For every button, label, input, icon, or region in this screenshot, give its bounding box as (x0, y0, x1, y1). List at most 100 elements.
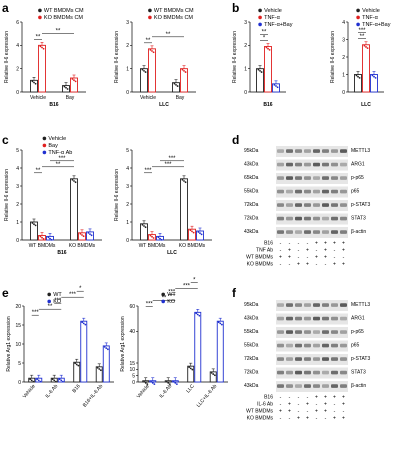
data-point (141, 68, 144, 71)
data-point (357, 75, 359, 78)
blot-band (304, 330, 311, 334)
data-point (84, 323, 87, 326)
blot-protein-label: METTL3 (351, 148, 370, 154)
blot-band (295, 343, 302, 348)
panel-label-d: d (232, 133, 239, 147)
blot-band (313, 357, 320, 361)
data-point (31, 80, 34, 83)
blot-condition-label: IL-6 Ab (257, 402, 273, 408)
y-tick-label: 0 (18, 380, 21, 386)
data-point (157, 236, 160, 239)
legend-label: TNF-α+Bay (362, 22, 391, 28)
blot-band (304, 343, 311, 348)
data-point (152, 51, 155, 54)
data-point (191, 230, 193, 233)
blot-band (304, 203, 311, 207)
x-tick-label: Vehicle (22, 383, 37, 399)
x-tick-label: B16+IL-6 Ab (82, 383, 105, 408)
bar-tnf- (264, 46, 272, 93)
blot-band (277, 189, 284, 194)
data-point (87, 232, 90, 234)
blot-condition-mark: + (279, 255, 282, 261)
blot-band (331, 384, 338, 388)
blot-band (277, 203, 284, 207)
blot-kda-label: 55kDa (244, 189, 259, 195)
blot-condition-mark: - (307, 255, 309, 261)
blot-band (277, 330, 284, 334)
legend-marker (42, 150, 47, 155)
blot-condition-label: WT BMDMs (246, 255, 273, 261)
blot-condition-mark: + (306, 248, 309, 254)
legend-marker (356, 8, 360, 13)
blot-condition-mark: + (324, 255, 327, 261)
data-point (355, 74, 358, 77)
legend-marker (148, 15, 152, 20)
y-axis-label: Relative Il-6 expression (114, 31, 120, 83)
panel-label-e: e (2, 286, 9, 300)
significance-label: ** (360, 34, 365, 40)
y-tick-label: 1 (244, 66, 247, 72)
data-point (73, 180, 75, 182)
chart-bottom-label: LLC (361, 102, 371, 108)
blot-condition-mark: + (324, 241, 327, 247)
legend-marker (356, 22, 360, 27)
blot-band (322, 343, 329, 348)
blot-band (340, 203, 347, 207)
data-point (199, 232, 201, 235)
y-axis-label: Relative Arg1 expression (120, 316, 126, 372)
blot-condition-mark: + (297, 416, 300, 422)
blot-condition-mark: + (297, 262, 300, 268)
data-point (168, 383, 171, 386)
blot-strip (276, 340, 348, 352)
chart-b1: 0 1 2 3 Relative Il-6 expression B16 *** Vehicl… (232, 8, 293, 108)
data-point (71, 178, 74, 181)
significance-label: *** (168, 156, 176, 162)
y-tick-label: 3 (244, 20, 247, 26)
blot-kda-label: 43kDa (244, 229, 259, 235)
blot-band (286, 303, 293, 307)
legend-label: KO (167, 299, 176, 305)
bar-ko-bmdms-cm (38, 44, 46, 93)
x-tick-label: WT BMDMs (139, 243, 166, 249)
blot-condition-mark: - (289, 395, 291, 401)
bar-vehicle (180, 178, 188, 241)
blot-band (286, 162, 293, 167)
data-point (275, 85, 277, 87)
blot-band (322, 357, 329, 361)
blot-band (322, 230, 329, 234)
blot-band (322, 303, 329, 307)
data-point (174, 382, 177, 384)
legend-marker (356, 15, 360, 20)
data-point (149, 234, 152, 237)
data-point (90, 234, 93, 237)
y-axis-label: Relative Il-6 expression (330, 31, 336, 83)
data-point (265, 46, 268, 49)
blot-band (331, 162, 338, 167)
y-tick-label: 2 (126, 202, 129, 208)
data-point (259, 69, 261, 72)
blot-band (304, 176, 311, 180)
blot-band (295, 176, 302, 180)
blot-band (277, 357, 284, 361)
data-point (189, 367, 192, 370)
blot-condition-label: KO BMDMs (247, 416, 274, 422)
y-tick-label: 15 (15, 323, 21, 329)
data-point (358, 77, 361, 79)
blot-condition-mark: + (315, 395, 318, 401)
blot-band (313, 162, 320, 167)
blot-protein-label: p65 (351, 189, 360, 195)
blot-kda-label: 72kDa (244, 370, 259, 376)
significance-label: * (263, 36, 266, 42)
blot-band (277, 176, 284, 180)
data-point (143, 380, 146, 383)
legend-label: Bay (48, 143, 58, 149)
data-point (29, 378, 32, 381)
blot-band (286, 330, 293, 334)
data-point (74, 181, 77, 184)
blot-band (322, 203, 329, 207)
data-point (143, 69, 145, 72)
data-point (81, 321, 84, 324)
y-tick-label: 4 (126, 166, 129, 172)
blot-band (295, 330, 302, 334)
